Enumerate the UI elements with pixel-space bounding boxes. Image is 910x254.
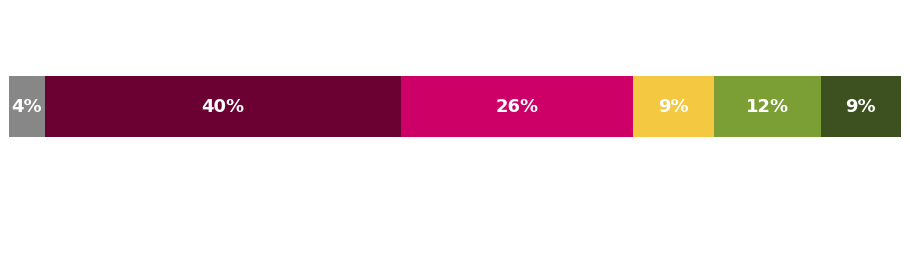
Text: 12%: 12% — [745, 98, 789, 116]
Text: 4%: 4% — [12, 98, 42, 116]
Text: 26%: 26% — [496, 98, 539, 116]
Text: 9%: 9% — [658, 98, 689, 116]
Bar — [401, 76, 633, 137]
Bar — [713, 76, 821, 137]
Bar — [633, 76, 713, 137]
Bar — [45, 76, 401, 137]
Text: 9%: 9% — [845, 98, 876, 116]
Text: 40%: 40% — [202, 98, 245, 116]
Bar — [9, 76, 45, 137]
Bar — [821, 76, 901, 137]
